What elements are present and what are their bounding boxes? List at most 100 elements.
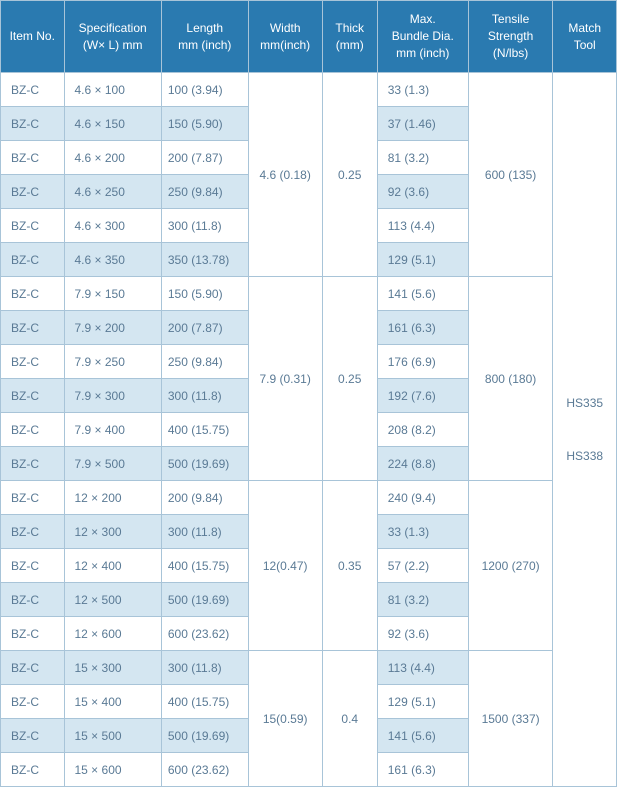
cell-item: BZ-C <box>1 685 65 719</box>
cell-item: BZ-C <box>1 583 65 617</box>
cell-length: 400 (15.75) <box>161 685 248 719</box>
cell-spec: 7.9 × 500 <box>64 447 161 481</box>
cell-length: 300 (11.8) <box>161 515 248 549</box>
cell-item: BZ-C <box>1 277 65 311</box>
cell-length: 300 (11.8) <box>161 379 248 413</box>
cell-spec: 15 × 600 <box>64 753 161 787</box>
cell-length: 500 (19.69) <box>161 447 248 481</box>
cell-bundle: 129 (5.1) <box>377 243 468 277</box>
cell-spec: 4.6 × 200 <box>64 141 161 175</box>
cell-bundle: 37 (1.46) <box>377 107 468 141</box>
cell-item: BZ-C <box>1 481 65 515</box>
cell-item: BZ-C <box>1 175 65 209</box>
cell-match-tool: HS335HS338 <box>553 73 617 787</box>
table-row: BZ-C4.6 × 100100 (3.94)4.6 (0.18)0.2533 … <box>1 73 617 107</box>
table-header-row: Item No.Specification(W× L) mmLengthmm (… <box>1 1 617 73</box>
cell-bundle: 33 (1.3) <box>377 515 468 549</box>
cell-tensile: 600 (135) <box>468 73 553 277</box>
cell-item: BZ-C <box>1 379 65 413</box>
cell-width: 4.6 (0.18) <box>248 73 322 277</box>
cell-tensile: 800 (180) <box>468 277 553 481</box>
cell-spec: 7.9 × 200 <box>64 311 161 345</box>
cell-length: 400 (15.75) <box>161 549 248 583</box>
cell-item: BZ-C <box>1 753 65 787</box>
cell-length: 150 (5.90) <box>161 107 248 141</box>
col-header-6: TensileStrength(N/lbs) <box>468 1 553 73</box>
cell-item: BZ-C <box>1 311 65 345</box>
cell-item: BZ-C <box>1 617 65 651</box>
cell-length: 300 (11.8) <box>161 651 248 685</box>
cell-thick: 0.35 <box>322 481 377 651</box>
cell-thick: 0.25 <box>322 277 377 481</box>
cell-length: 200 (9.84) <box>161 481 248 515</box>
cell-length: 200 (7.87) <box>161 141 248 175</box>
cell-spec: 7.9 × 250 <box>64 345 161 379</box>
cell-item: BZ-C <box>1 107 65 141</box>
cell-length: 600 (23.62) <box>161 617 248 651</box>
cell-bundle: 92 (3.6) <box>377 175 468 209</box>
cell-item: BZ-C <box>1 413 65 447</box>
table-row: BZ-C12 × 200200 (9.84)12(0.47)0.35240 (9… <box>1 481 617 515</box>
cell-width: 15(0.59) <box>248 651 322 787</box>
cell-item: BZ-C <box>1 73 65 107</box>
cell-bundle: 208 (8.2) <box>377 413 468 447</box>
cell-tensile: 1200 (270) <box>468 481 553 651</box>
col-header-5: Max.Bundle Dia.mm (inch) <box>377 1 468 73</box>
table-body: BZ-C4.6 × 100100 (3.94)4.6 (0.18)0.2533 … <box>1 73 617 787</box>
cell-length: 250 (9.84) <box>161 175 248 209</box>
cell-spec: 4.6 × 100 <box>64 73 161 107</box>
cell-bundle: 92 (3.6) <box>377 617 468 651</box>
col-header-2: Lengthmm (inch) <box>161 1 248 73</box>
cell-bundle: 81 (3.2) <box>377 583 468 617</box>
cell-spec: 12 × 200 <box>64 481 161 515</box>
cell-thick: 0.4 <box>322 651 377 787</box>
col-header-1: Specification(W× L) mm <box>64 1 161 73</box>
cell-bundle: 141 (5.6) <box>377 277 468 311</box>
cell-spec: 7.9 × 400 <box>64 413 161 447</box>
cell-length: 400 (15.75) <box>161 413 248 447</box>
cell-bundle: 57 (2.2) <box>377 549 468 583</box>
cell-spec: 4.6 × 300 <box>64 209 161 243</box>
cell-item: BZ-C <box>1 209 65 243</box>
cell-width: 7.9 (0.31) <box>248 277 322 481</box>
cell-spec: 7.9 × 150 <box>64 277 161 311</box>
cell-thick: 0.25 <box>322 73 377 277</box>
cell-item: BZ-C <box>1 447 65 481</box>
cell-spec: 4.6 × 150 <box>64 107 161 141</box>
cell-tensile: 1500 (337) <box>468 651 553 787</box>
cell-spec: 7.9 × 300 <box>64 379 161 413</box>
cell-item: BZ-C <box>1 651 65 685</box>
cell-length: 500 (19.69) <box>161 583 248 617</box>
cell-item: BZ-C <box>1 141 65 175</box>
cell-bundle: 161 (6.3) <box>377 753 468 787</box>
cell-length: 100 (3.94) <box>161 73 248 107</box>
cell-length: 150 (5.90) <box>161 277 248 311</box>
cell-length: 200 (7.87) <box>161 311 248 345</box>
cell-spec: 12 × 400 <box>64 549 161 583</box>
cell-bundle: 141 (5.6) <box>377 719 468 753</box>
cell-bundle: 33 (1.3) <box>377 73 468 107</box>
cell-spec: 15 × 500 <box>64 719 161 753</box>
table-row: BZ-C15 × 300300 (11.8)15(0.59)0.4113 (4.… <box>1 651 617 685</box>
cell-spec: 15 × 400 <box>64 685 161 719</box>
cell-item: BZ-C <box>1 549 65 583</box>
cell-item: BZ-C <box>1 719 65 753</box>
cell-spec: 12 × 500 <box>64 583 161 617</box>
cell-item: BZ-C <box>1 515 65 549</box>
cell-bundle: 176 (6.9) <box>377 345 468 379</box>
cell-bundle: 240 (9.4) <box>377 481 468 515</box>
cell-length: 600 (23.62) <box>161 753 248 787</box>
cell-bundle: 192 (7.6) <box>377 379 468 413</box>
cell-spec: 4.6 × 250 <box>64 175 161 209</box>
cell-spec: 12 × 600 <box>64 617 161 651</box>
cell-spec: 15 × 300 <box>64 651 161 685</box>
cell-length: 250 (9.84) <box>161 345 248 379</box>
cell-item: BZ-C <box>1 243 65 277</box>
cell-item: BZ-C <box>1 345 65 379</box>
cell-spec: 4.6 × 350 <box>64 243 161 277</box>
spec-table: Item No.Specification(W× L) mmLengthmm (… <box>0 0 617 787</box>
cell-bundle: 161 (6.3) <box>377 311 468 345</box>
cell-bundle: 113 (4.4) <box>377 651 468 685</box>
cell-bundle: 81 (3.2) <box>377 141 468 175</box>
cell-length: 350 (13.78) <box>161 243 248 277</box>
